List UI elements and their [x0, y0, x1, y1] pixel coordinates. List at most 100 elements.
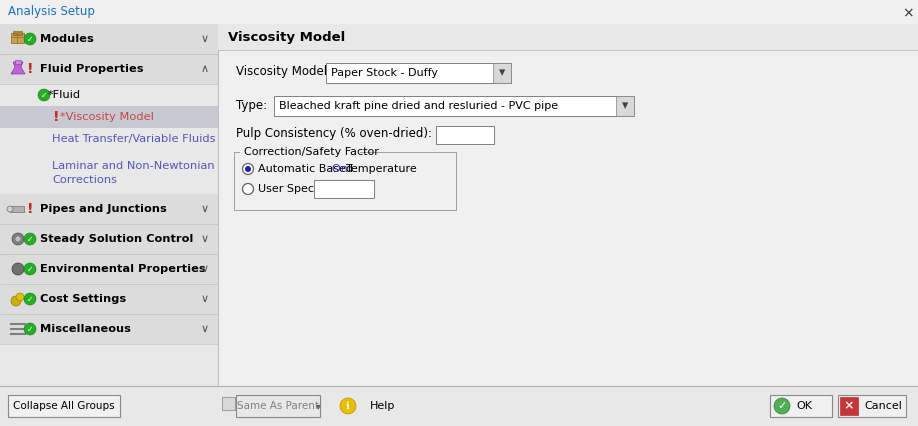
Circle shape: [16, 293, 24, 301]
Text: Automatic Based: Automatic Based: [258, 164, 356, 174]
Text: Viscosity Model:: Viscosity Model:: [236, 66, 331, 78]
Text: Correction/Safety Factor: Correction/Safety Factor: [244, 147, 379, 157]
Bar: [314, 180, 374, 198]
Circle shape: [24, 293, 36, 305]
Text: Cost Settings: Cost Settings: [40, 294, 126, 304]
Bar: [0, 194, 218, 224]
Circle shape: [340, 398, 356, 414]
Text: !: !: [27, 62, 33, 76]
Circle shape: [12, 233, 24, 245]
Circle shape: [12, 263, 24, 275]
Circle shape: [11, 296, 21, 306]
Bar: [838, 395, 906, 417]
Bar: [0, 284, 218, 314]
Bar: [0, 386, 918, 426]
Circle shape: [24, 233, 36, 245]
Circle shape: [242, 164, 253, 175]
Polygon shape: [11, 62, 25, 74]
Bar: [15, 60, 21, 64]
Bar: [218, 24, 918, 50]
Bar: [0, 24, 218, 386]
Bar: [358, 395, 408, 417]
Bar: [13, 31, 22, 35]
Bar: [616, 96, 634, 116]
Text: Analysis Setup: Analysis Setup: [8, 6, 95, 18]
Text: Modules: Modules: [40, 34, 94, 44]
Bar: [0, 24, 218, 54]
Text: ✓: ✓: [27, 35, 33, 43]
Bar: [0, 254, 218, 284]
Bar: [493, 63, 511, 83]
Text: Steady Solution Control: Steady Solution Control: [40, 234, 194, 244]
Bar: [326, 63, 511, 83]
Text: ∨: ∨: [201, 204, 209, 214]
Bar: [11, 33, 24, 43]
Circle shape: [24, 263, 36, 275]
Text: Heat Transfer/Variable Fluids: Heat Transfer/Variable Fluids: [52, 134, 216, 144]
Bar: [0, 54, 218, 84]
Text: ∨: ∨: [201, 324, 209, 334]
Text: Environmental Properties: Environmental Properties: [40, 264, 206, 274]
Text: Collapse All Groups: Collapse All Groups: [13, 401, 115, 411]
Circle shape: [15, 236, 21, 242]
Bar: [0, 0, 918, 24]
Bar: [0, 314, 218, 344]
Text: Laminar and Non-Newtonian: Laminar and Non-Newtonian: [52, 161, 215, 171]
Polygon shape: [10, 206, 24, 212]
Bar: [218, 24, 918, 386]
Text: !: !: [52, 110, 60, 124]
Text: Bleached kraft pine dried and resluried - PVC pipe: Bleached kraft pine dried and resluried …: [279, 101, 558, 111]
Text: Pipes and Junctions: Pipes and Junctions: [40, 204, 167, 214]
Text: Help: Help: [370, 401, 396, 411]
Text: ▾: ▾: [621, 100, 628, 112]
Bar: [0, 106, 218, 128]
Text: Cancel: Cancel: [864, 401, 901, 411]
Text: Fluid Properties: Fluid Properties: [40, 64, 143, 74]
Text: Pulp Consistency (% oven-dried):: Pulp Consistency (% oven-dried):: [236, 127, 432, 141]
Text: ∨: ∨: [201, 294, 209, 304]
Text: OK: OK: [796, 401, 812, 411]
Text: Type:: Type:: [236, 100, 267, 112]
Bar: [236, 395, 320, 417]
Bar: [840, 397, 858, 415]
Text: ✓: ✓: [27, 265, 33, 273]
Circle shape: [38, 89, 50, 101]
Text: Same As Parent: Same As Parent: [237, 401, 319, 411]
Text: ℹ: ℹ: [346, 401, 350, 411]
Text: User Specified: User Specified: [258, 184, 338, 194]
Bar: [770, 395, 832, 417]
Circle shape: [242, 184, 253, 195]
Circle shape: [24, 33, 36, 45]
Text: ▾: ▾: [316, 401, 320, 411]
Text: ∨: ∨: [201, 34, 209, 44]
Text: Corrections: Corrections: [52, 175, 117, 185]
Circle shape: [24, 323, 36, 335]
Text: ∨: ∨: [201, 264, 209, 274]
Text: ▾: ▾: [498, 66, 505, 80]
Bar: [274, 96, 634, 116]
Circle shape: [7, 206, 13, 212]
Text: Viscosity Model: Viscosity Model: [228, 31, 345, 43]
Text: ✓: ✓: [40, 90, 47, 100]
Text: ×: ×: [902, 6, 913, 20]
Text: ✓: ✓: [778, 401, 787, 411]
Text: !: !: [27, 202, 33, 216]
Bar: [240, 146, 360, 158]
Text: Temperature: Temperature: [346, 164, 417, 174]
Text: ✓: ✓: [27, 325, 33, 334]
Circle shape: [245, 166, 251, 172]
Text: Paper Stock - Duffy: Paper Stock - Duffy: [331, 68, 438, 78]
Text: *Viscosity Model: *Viscosity Model: [60, 112, 154, 122]
Text: Miscellaneous: Miscellaneous: [40, 324, 131, 334]
Bar: [222, 397, 235, 410]
Text: ✓: ✓: [27, 234, 33, 244]
Text: On: On: [332, 164, 352, 174]
Text: ∧: ∧: [201, 64, 209, 74]
Text: *Fluid: *Fluid: [48, 90, 81, 100]
Circle shape: [774, 398, 790, 414]
Text: ∨: ∨: [201, 234, 209, 244]
Text: ✓: ✓: [27, 294, 33, 303]
Text: ×: ×: [844, 400, 855, 412]
Bar: [0, 224, 218, 254]
Bar: [436, 126, 494, 144]
